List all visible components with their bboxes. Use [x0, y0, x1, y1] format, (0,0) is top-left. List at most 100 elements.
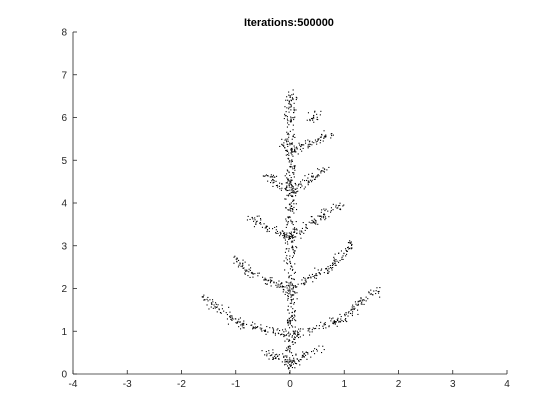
scatter-point [293, 317, 295, 319]
scatter-point [287, 154, 289, 156]
scatter-point [288, 236, 290, 238]
scatter-point [309, 145, 311, 147]
scatter-point [295, 221, 297, 223]
scatter-point [293, 333, 295, 335]
scatter-point [321, 133, 323, 135]
scatter-point [266, 225, 268, 227]
scatter-point [288, 94, 290, 96]
scatter-point [294, 330, 296, 332]
scatter-point [289, 181, 291, 183]
scatter-point [325, 327, 327, 329]
scatter-point [339, 204, 341, 206]
scatter-point [368, 291, 370, 293]
scatter-point [292, 237, 294, 239]
scatter-point [327, 272, 329, 274]
scatter-point [361, 303, 363, 305]
scatter-point [284, 328, 286, 330]
scatter-point [281, 183, 283, 185]
scatter-point [311, 179, 313, 181]
scatter-point [321, 352, 323, 354]
scatter-point [292, 237, 294, 239]
scatter-point [285, 115, 287, 117]
scatter-point [289, 236, 291, 238]
scatter-point [290, 184, 292, 186]
scatter-point [264, 277, 266, 279]
scatter-point [299, 232, 301, 234]
scatter-point [288, 282, 290, 284]
scatter-point [260, 324, 262, 326]
scatter-point [289, 103, 291, 105]
scatter-point [284, 106, 286, 108]
scatter-point [280, 334, 282, 336]
scatter-point [298, 360, 300, 362]
scatter-point [258, 215, 260, 217]
scatter-point [270, 285, 272, 287]
scatter-point [286, 285, 288, 287]
scatter-point [260, 219, 262, 221]
scatter-point [238, 318, 240, 320]
scatter-point [278, 358, 280, 360]
chart-title: Iterations:500000 [244, 17, 334, 29]
scatter-point [287, 178, 289, 180]
scatter-point [323, 323, 325, 325]
scatter-point [292, 129, 294, 131]
scatter-point [303, 144, 305, 146]
scatter-point [292, 241, 294, 243]
scatter-point [291, 269, 293, 271]
scatter-point [264, 330, 266, 332]
scatter-point [273, 281, 275, 283]
scatter-point [304, 277, 306, 279]
scatter-point [333, 322, 335, 324]
scatter-point [332, 203, 334, 205]
scatter-point [262, 276, 264, 278]
scatter-point [292, 199, 294, 201]
scatter-point [289, 144, 291, 146]
scatter-point [287, 120, 289, 122]
scatter-point [316, 143, 318, 145]
scatter-point [287, 289, 289, 291]
scatter-point [272, 331, 274, 333]
scatter-point [350, 309, 352, 311]
scatter-point [345, 312, 347, 314]
scatter-point [293, 165, 295, 167]
scatter-point [292, 98, 294, 100]
scatter-point [293, 107, 295, 109]
scatter-point [376, 287, 378, 289]
scatter-point [291, 315, 293, 317]
scatter-point [288, 172, 290, 174]
scatter-point [287, 359, 289, 361]
scatter-point [277, 186, 279, 188]
scatter-point [287, 221, 289, 223]
scatter-point [312, 220, 314, 222]
scatter-point [298, 142, 300, 144]
scatter-point [288, 124, 290, 126]
scatter-point [269, 282, 271, 284]
scatter-point [294, 191, 296, 193]
scatter-point [337, 207, 339, 209]
x-tick-label: 0 [287, 379, 293, 390]
scatter-point [294, 292, 296, 294]
scatter-point [289, 292, 291, 294]
scatter-point [347, 315, 349, 317]
scatter-point [215, 302, 217, 304]
scatter-point [312, 350, 314, 352]
scatter-point [281, 138, 283, 140]
scatter-point [316, 118, 318, 120]
scatter-point [357, 303, 359, 305]
scatter-point [242, 327, 244, 329]
scatter-point [254, 217, 256, 219]
scatter-point [291, 192, 293, 194]
scatter-point [294, 116, 296, 118]
x-tick-label: 1 [341, 379, 347, 390]
scatter-point [277, 355, 279, 357]
scatter-point [303, 277, 305, 279]
scatter-point [337, 205, 339, 207]
scatter-point [333, 256, 335, 258]
scatter-point [286, 169, 288, 171]
scatter-point [295, 203, 297, 205]
scatter-point [281, 285, 283, 287]
scatter-point [254, 323, 256, 325]
y-tick-label: 4 [61, 199, 67, 210]
scatter-point [316, 175, 318, 177]
scatter-point [220, 312, 222, 314]
